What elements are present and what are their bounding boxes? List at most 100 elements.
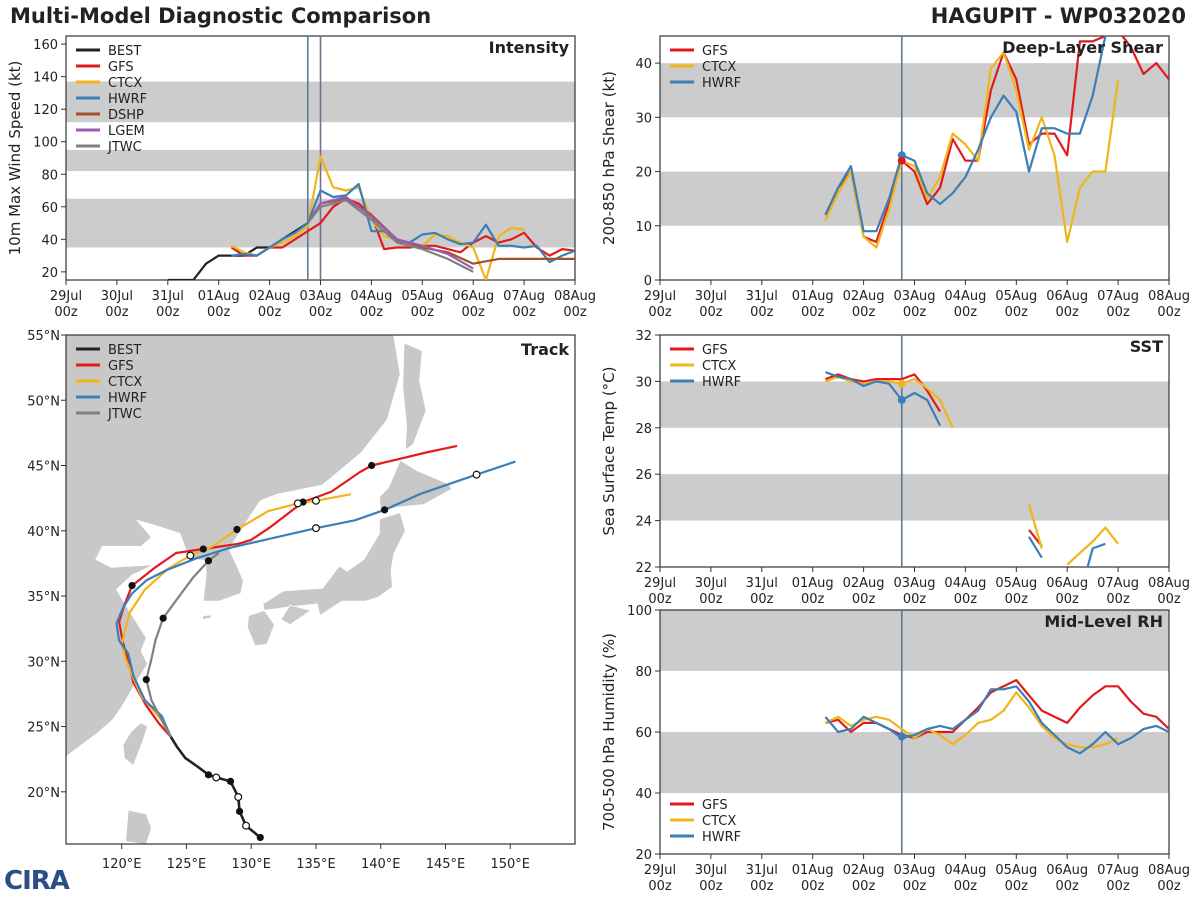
shear-xtick-sublabel: 00z [1005, 305, 1029, 320]
track-point-hollow [242, 821, 251, 830]
shear-xtick-sublabel: 00z [801, 305, 825, 320]
rh-xtick-sublabel: 00z [699, 879, 723, 894]
track-point-hollow [311, 524, 320, 533]
taiwan-land [122, 722, 149, 767]
rh-ytick-label: 80 [635, 665, 652, 680]
rh-xtick-sublabel: 00z [852, 879, 876, 894]
track-point-hollow [186, 551, 195, 560]
sst-series-group [825, 371, 1119, 567]
track-xtick-label: 130°E [231, 857, 271, 872]
honshu-land [262, 511, 406, 617]
rh-xtick-label: 05Aug [995, 863, 1037, 878]
rh-xtick-label: 07Aug [1097, 863, 1139, 878]
shear-series-ctcx [824, 51, 1120, 249]
sst-marker-ctcx [897, 379, 906, 388]
shear-xtick-sublabel: 00z [852, 305, 876, 320]
track-frame [65, 334, 576, 845]
rh-xtick-label: 03Aug [894, 863, 936, 878]
sst-ytick-label: 28 [635, 422, 652, 437]
sst-xtick-label: 31Jul [746, 576, 778, 591]
sst-legend-label: CTCX [702, 359, 736, 374]
sst-xtick-label: 29Jul [644, 576, 676, 591]
intensity-ytick-label: 140 [33, 71, 58, 86]
intensity-legend-label: GFS [108, 60, 134, 75]
track-map [66, 335, 453, 844]
shear-xtick-sublabel: 00z [1056, 305, 1080, 320]
rh-series-ctcx [824, 691, 1119, 749]
sst-band [660, 381, 1169, 428]
sakhalin-land [402, 342, 427, 451]
track-point-hollow [212, 773, 221, 782]
intensity-series-lgem [306, 195, 474, 270]
page-title: Multi-Model Diagnostic Comparison [10, 4, 432, 28]
track-legend-label: GFS [108, 359, 134, 374]
sst-xtick-label: 07Aug [1097, 576, 1139, 591]
sst-xtick-label: 01Aug [792, 576, 834, 591]
intensity-xtick-sublabel: 00z [462, 305, 486, 320]
intensity-xtick-label: 04Aug [350, 289, 392, 304]
shear-series-hwrf [824, 36, 1109, 233]
track-xtick-label: 140°E [361, 857, 401, 872]
sst-band [660, 474, 1169, 521]
sst-xtick-sublabel: 00z [1157, 592, 1181, 607]
track-point-filled [159, 614, 167, 622]
rh-xtick-sublabel: 00z [1157, 879, 1181, 894]
shear-xtick-sublabel: 00z [1157, 305, 1181, 320]
intensity-xtick-sublabel: 00z [411, 305, 435, 320]
sst-series-hwrf [825, 371, 941, 426]
storm-id: HAGUPIT - WP032020 [930, 4, 1186, 28]
track-xtick-label: 120°E [102, 857, 142, 872]
intensity-series-ctcx [230, 155, 525, 280]
shear-xtick-label: 31Jul [746, 289, 778, 304]
rh-legend-label: HWRF [702, 830, 741, 845]
sst-xtick-sublabel: 00z [648, 592, 672, 607]
shear-xtick-sublabel: 00z [1106, 305, 1130, 320]
sst-xtick-sublabel: 00z [852, 592, 876, 607]
sst-xtick-sublabel: 00z [954, 592, 978, 607]
intensity-xtick-sublabel: 00z [309, 305, 333, 320]
rh-legend-label: GFS [702, 798, 728, 813]
cira-logo: CIRA [4, 866, 110, 898]
track-ytick-label: 40°N [27, 525, 60, 540]
intensity-xtick-label: 07Aug [503, 289, 545, 304]
shear-xtick-label: 07Aug [1097, 289, 1139, 304]
sst-ylabel: Sea Surface Temp (°C) [600, 366, 618, 535]
intensity-legend-label: LGEM [108, 124, 145, 139]
intensity-xtick-sublabel: 00z [512, 305, 536, 320]
sst-xtick-sublabel: 00z [750, 592, 774, 607]
sst-xtick-label: 05Aug [995, 576, 1037, 591]
rh-xtick-label: 30Jul [695, 863, 727, 878]
intensity-series-group [167, 155, 575, 280]
rh-xtick-label: 08Aug [1148, 863, 1190, 878]
track-ytick-label: 25°N [27, 721, 60, 736]
track-point-filled [233, 525, 241, 534]
sst-ytick-label: 26 [635, 468, 652, 483]
mainland-land [66, 335, 401, 758]
intensity-xtick-label: 31Jul [152, 289, 184, 304]
rh-xtick-sublabel: 00z [1106, 879, 1130, 894]
luzon-land [125, 809, 152, 844]
track-ytick-label: 50°N [27, 394, 60, 409]
shear-legend-label: CTCX [702, 60, 736, 75]
track-legend-label: JTWC [107, 407, 142, 422]
intensity-legend-label: JTWC [107, 140, 142, 155]
intensity-xtick-label: 03Aug [300, 289, 342, 304]
intensity-ytick-label: 80 [41, 168, 58, 183]
shear-legend-label: GFS [702, 44, 728, 59]
rh-xtick-sublabel: 00z [1005, 879, 1029, 894]
shear-series-gfs [824, 36, 1169, 244]
intensity-legend-label: CTCX [108, 76, 142, 91]
track-legend-label: BEST [108, 343, 141, 358]
track-point-filled [256, 833, 264, 842]
intensity-xtick-label: 08Aug [554, 289, 596, 304]
sst-xtick-sublabel: 00z [1005, 592, 1029, 607]
rh-xtick-sublabel: 00z [1056, 879, 1080, 894]
rh-xtick-label: 29Jul [644, 863, 676, 878]
track-point-hollow [293, 499, 302, 508]
shear-xtick-sublabel: 00z [903, 305, 927, 320]
track-point-filled [142, 675, 150, 684]
shear-xtick-sublabel: 00z [750, 305, 774, 320]
track-ytick-label: 35°N [27, 590, 60, 605]
sst-ytick-label: 30 [635, 375, 652, 390]
shikoku-land [280, 604, 312, 626]
